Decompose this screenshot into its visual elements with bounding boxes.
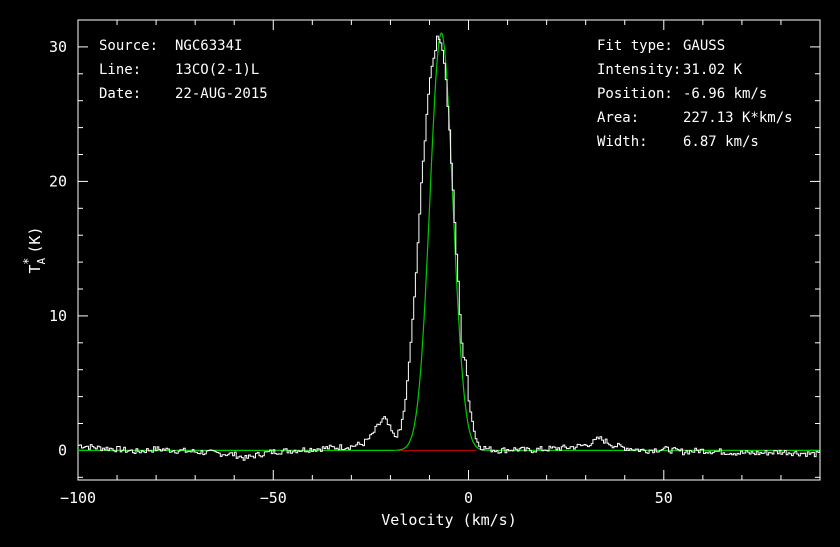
- y-label-sub: A: [35, 257, 48, 264]
- y-tick-label: 30: [49, 38, 67, 56]
- x-tick-label: 50: [655, 489, 673, 507]
- y-tick-label: 0: [58, 441, 67, 459]
- info-left-key: Line:: [99, 62, 141, 78]
- y-label-main: T: [26, 264, 44, 273]
- info-right-key: Intensity:: [597, 62, 681, 78]
- y-tick-label: 10: [49, 307, 67, 325]
- info-left-key: Date:: [99, 86, 141, 102]
- info-right-value: GAUSS: [683, 38, 725, 54]
- info-right-value: 31.02 K: [683, 62, 743, 78]
- info-left-block: Source: NGC6334I Line: 13CO(2-1)L Date: 22-AU…: [99, 38, 268, 102]
- info-right-key: Area:: [597, 110, 639, 126]
- y-axis-label: TA* (K): [21, 227, 48, 274]
- svg-text:TA*(K): TA* (K): [21, 227, 48, 274]
- info-right-key: Width:: [597, 134, 648, 150]
- x-tick-label: −50: [260, 489, 287, 507]
- axis-tick-labels: −100 −50 0 50 0 10 20 30: [49, 38, 673, 507]
- info-right-key: Position:: [597, 86, 673, 102]
- info-left-value: 22-AUG-2015: [175, 86, 268, 102]
- y-label-unit: (K): [26, 227, 44, 254]
- y-label-sup: *: [21, 258, 35, 265]
- info-left-value: 13CO(2-1)L: [175, 62, 259, 78]
- spectrum-line: [78, 35, 821, 461]
- x-tick-label: −100: [60, 489, 96, 507]
- x-tick-label: 0: [464, 489, 473, 507]
- info-right-value: 227.13 K*km/s: [683, 110, 793, 126]
- x-axis-label: Velocity (km/s): [381, 511, 516, 529]
- info-right-value: -6.96 km/s: [683, 86, 767, 102]
- y-tick-label: 20: [49, 172, 67, 190]
- info-right-key: Fit type:: [597, 38, 673, 54]
- info-left-key: Source:: [99, 38, 158, 54]
- plot-frame: [77, 19, 821, 481]
- info-right-value: 6.87 km/s: [683, 134, 759, 150]
- axis-ticks: [77, 19, 821, 480]
- info-left-value: NGC6334I: [175, 38, 242, 54]
